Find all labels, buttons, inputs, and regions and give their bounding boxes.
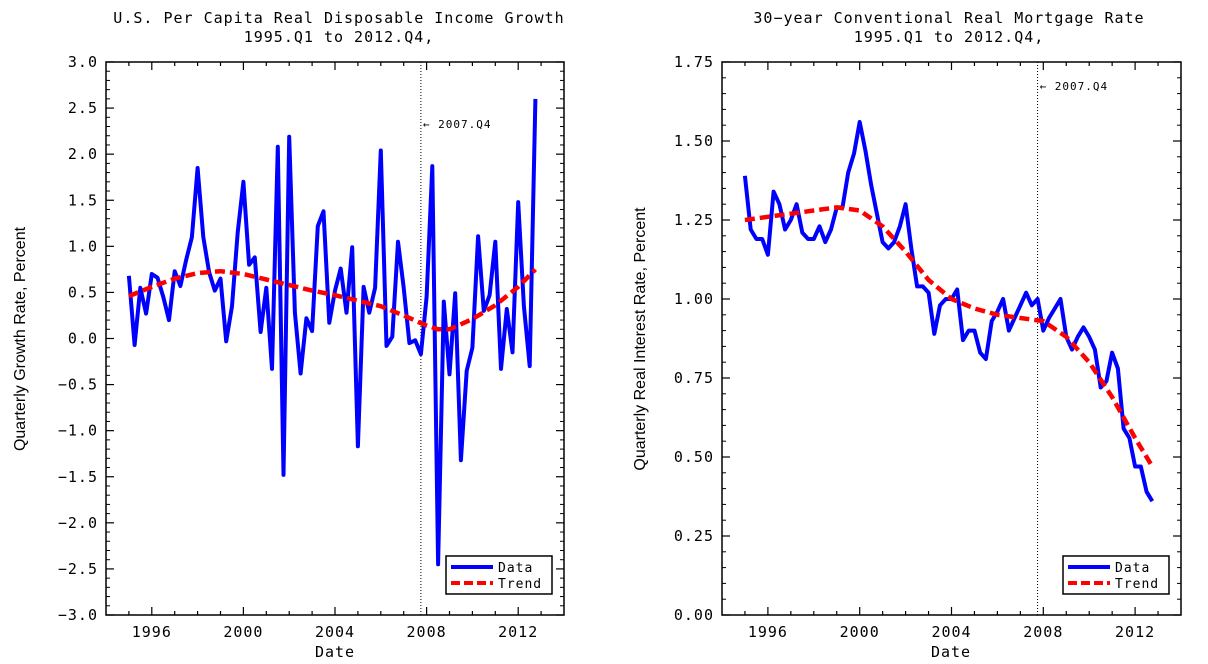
chart-subtitle: 1995.Q1 to 2012.Q4,: [244, 28, 435, 46]
x-axis-title: Date: [315, 643, 355, 661]
x-tick-label: 2012: [498, 623, 538, 641]
legend-box: [445, 555, 553, 595]
mortgage-rate-chart: 30−year Conventional Real Mortgage Rate …: [632, 9, 1182, 661]
x-tick-label: 1996: [132, 623, 172, 641]
y-tick-label: 0.5: [68, 283, 98, 301]
y-tick-label: 0.00: [674, 606, 714, 624]
y-tick-label: 2.5: [68, 99, 98, 117]
y-tick-label: −1.0: [58, 422, 98, 440]
income-growth-chart: U.S. Per Capita Real Disposable Income G…: [12, 9, 565, 661]
legend-label-trend: Trend: [498, 577, 542, 592]
y-tick-label: −2.5: [58, 560, 98, 578]
x-tick-label: 2004: [315, 623, 355, 641]
y-tick-label: 1.75: [674, 53, 714, 71]
y-tick-label: 0.0: [68, 330, 98, 348]
x-tick-label: 1996: [748, 623, 788, 641]
x-tick-label: 2008: [407, 623, 447, 641]
reference-vline-label: ← 2007.Q4: [423, 118, 492, 131]
x-axis-ticks: 1996 2000 2004 2008 2012: [128, 62, 542, 641]
chart-title: U.S. Per Capita Real Disposable Income G…: [113, 9, 564, 27]
y-tick-label: 1.0: [68, 237, 98, 255]
y-tick-label: 1.25: [674, 211, 714, 229]
y-axis-ticks: 0.00 0.25 0.50 0.75 1.00 1.25 1.50 1.75: [674, 53, 1181, 624]
y-tick-label: 2.0: [68, 145, 98, 163]
x-axis-title: Date: [931, 643, 971, 661]
series-line-trend: [744, 205, 1155, 468]
y-tick-label: 1.00: [674, 290, 714, 308]
x-tick-label: 2000: [840, 623, 880, 641]
y-tick-label: −2.0: [58, 514, 98, 532]
series-line-data: [742, 120, 1155, 503]
legend-label-data: Data: [498, 561, 533, 576]
x-tick-label: 2008: [1023, 623, 1063, 641]
y-tick-label: 0.25: [674, 527, 714, 545]
legend-box: [1062, 555, 1170, 595]
x-tick-label: 2000: [223, 623, 263, 641]
x-tick-label: 2012: [1115, 623, 1155, 641]
income-growth-panel: U.S. Per Capita Real Disposable Income G…: [12, 9, 565, 661]
y-tick-label: 0.75: [674, 369, 714, 387]
y-tick-label: −0.5: [58, 376, 98, 394]
y-tick-label: 3.0: [68, 53, 98, 71]
chart-title: 30−year Conventional Real Mortgage Rate: [753, 9, 1144, 27]
reference-vline-label: ← 2007.Q4: [1040, 80, 1109, 93]
y-axis-ticks: −3.0 −2.5 −2.0 −1.5 −1.0 −0.5 0.0 0.5 1.0 1.5 2.0 2…: [58, 53, 564, 624]
y-tick-label: −1.5: [58, 468, 98, 486]
plot-frame: [105, 61, 565, 616]
plot-frame: [721, 61, 1182, 616]
y-tick-label: 1.5: [68, 191, 98, 209]
y-tick-label: 0.50: [674, 448, 714, 466]
mortgage-rate-panel: 30−year Conventional Real Mortgage Rate …: [604, 0, 1208, 664]
y-tick-label: −3.0: [58, 606, 98, 624]
legend-label-trend: Trend: [1115, 577, 1159, 592]
legend-label-data: Data: [1115, 561, 1150, 576]
chart-subtitle: 1995.Q1 to 2012.Q4,: [854, 28, 1045, 46]
y-axis-title: Quarterly Growth Rate, Percent: [12, 226, 29, 451]
y-tick-label: 1.50: [674, 132, 714, 150]
x-axis-ticks: 1996 2000 2004 2008 2012: [744, 62, 1159, 641]
y-axis-title: Quarterly Real Interest Rate, Percent: [632, 207, 649, 471]
series-line-data: [126, 98, 538, 567]
series-line-trend: [128, 267, 538, 332]
series-layer: [126, 98, 538, 567]
x-tick-label: 2004: [931, 623, 971, 641]
series-layer: [742, 120, 1155, 503]
